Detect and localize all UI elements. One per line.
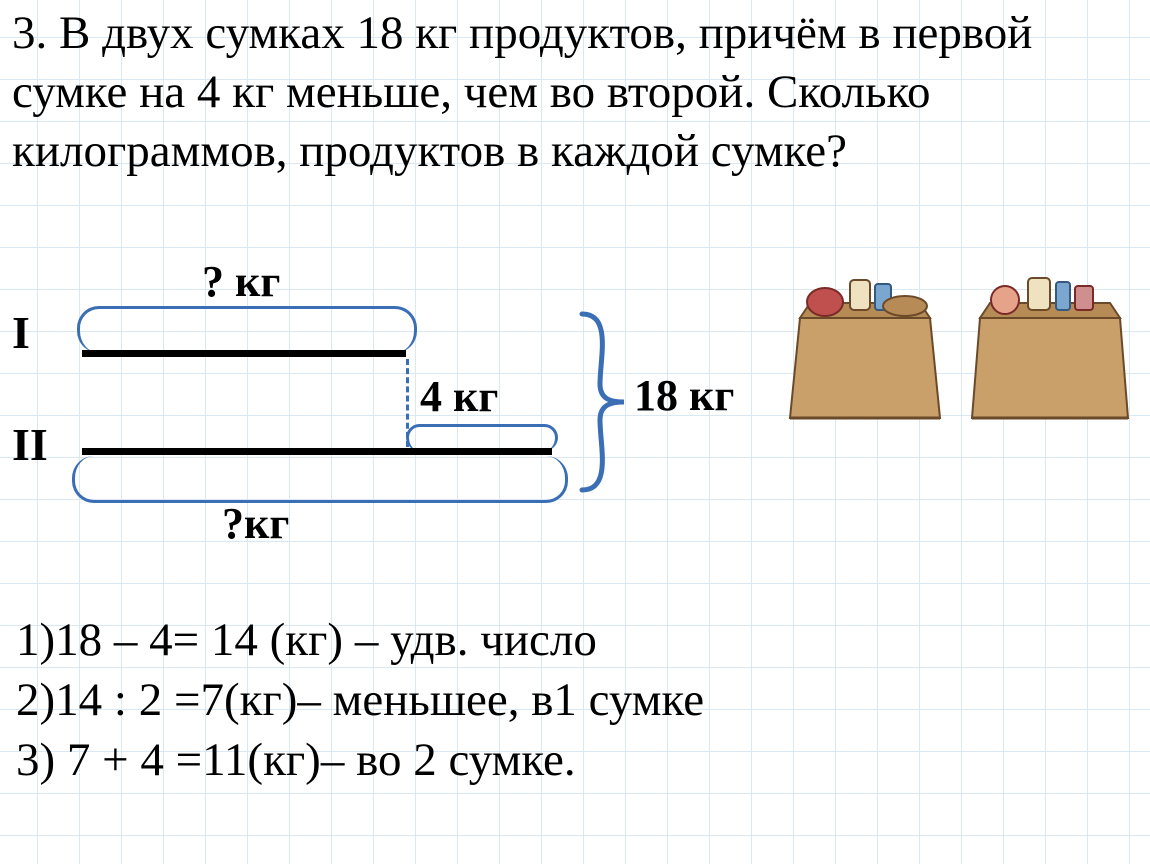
problem-number: 3. [12,7,47,59]
bar-diagram: I ? кг 4 кг II ?кг 18 кг [12,266,772,546]
problem-body: В двух сумках 18 кг продуктов, причём в … [12,7,1032,177]
total-brace [572,308,642,496]
bar-row-2 [82,448,552,455]
difference-label: 4 кг [420,371,498,422]
roman-one: I [12,306,30,359]
solution-step-1: 1)18 – 4= 14 (кг) – удв. число [16,610,704,670]
label-top-unknown: ? кг [202,256,280,307]
solution-steps: 1)18 – 4= 14 (кг) – удв. число 2)14 : 2 … [16,610,704,790]
grocery-bags-illustration [780,258,1140,428]
label-bottom-unknown: ?кг [222,498,289,549]
bracket-top [77,306,417,353]
problem-text: 3. В двух сумках 18 кг продуктов, причём… [12,4,1112,180]
bracket-bottom [72,456,568,503]
roman-two: II [12,418,48,471]
solution-step-3: 3) 7 + 4 =11(кг)– во 2 сумке. [16,730,704,790]
solution-step-2: 2)14 : 2 =7(кг)– меньшее, в1 сумке [16,670,704,730]
bar-row-1 [82,350,406,357]
bracket-diff [406,424,558,451]
total-label: 18 кг [634,370,734,421]
